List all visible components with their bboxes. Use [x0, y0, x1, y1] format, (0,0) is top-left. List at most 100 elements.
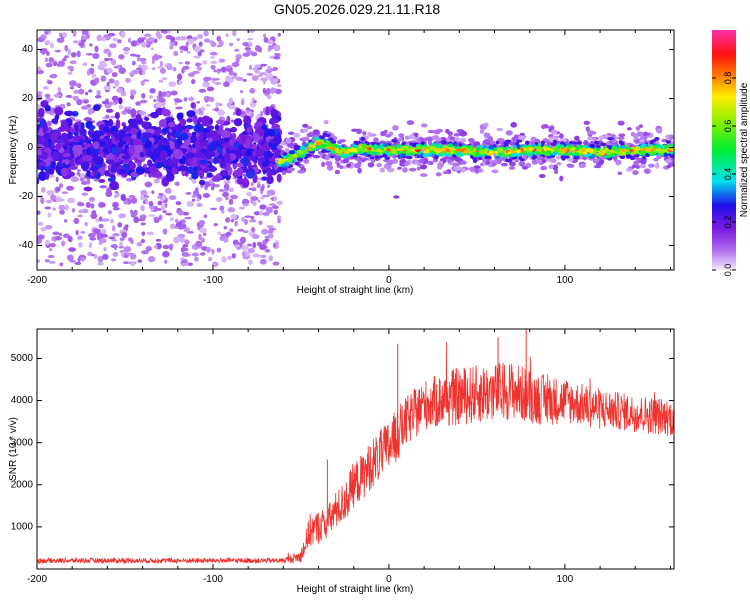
spectrogram-point [644, 132, 651, 136]
spectrogram-point [607, 137, 614, 141]
spectrogram-point [96, 262, 105, 266]
spectrogram-point [654, 136, 660, 141]
spectrogram-point [491, 161, 496, 167]
spectrogram-point [540, 140, 546, 145]
colorbar-tick-label: 0.4 [723, 168, 733, 181]
snr-y-ticks: 1000 2000 3000 4000 5000 [11, 353, 674, 533]
spectrogram-point [92, 53, 100, 59]
spectrogram-point [223, 81, 230, 88]
spectrogram-point [77, 235, 83, 240]
spectrogram-point [324, 155, 330, 161]
spectrogram-point [267, 230, 274, 234]
spectrogram-point [174, 218, 179, 223]
spectrogram-point [379, 167, 386, 173]
spectrogram-point [540, 165, 548, 171]
spectrogram-point [407, 134, 416, 140]
spectrogram-point [572, 141, 578, 145]
spectrogram-y-axis-label: Frequency (Hz) [8, 116, 19, 185]
spectrogram-point [268, 227, 277, 231]
spectrogram-point [52, 207, 56, 211]
spectrogram-point [565, 152, 573, 156]
spectrogram-point [288, 167, 295, 172]
spectrogram-point [334, 169, 341, 175]
spectrogram-point [314, 136, 319, 141]
spectrogram-point [41, 51, 46, 55]
spectrogram-point [214, 81, 222, 86]
spectrogram-point [53, 93, 61, 98]
spectrogram-point [268, 129, 275, 137]
spectrogram-point [206, 172, 213, 178]
colorbar-label: Normalized spectral amplitude [739, 82, 750, 217]
spectrogram-point [93, 254, 98, 260]
spectrogram-point [176, 73, 183, 81]
spectrogram-point [252, 100, 257, 103]
spectrogram-point [610, 152, 617, 156]
spectrogram-point [223, 183, 230, 190]
spectrogram-point [104, 170, 110, 177]
spectrogram-point [248, 64, 253, 71]
spectrogram-point [105, 159, 115, 165]
spectrogram-point [397, 137, 403, 142]
spectrogram-point [40, 197, 45, 204]
spectrogram-point [39, 118, 47, 127]
spectrogram-point [666, 164, 671, 169]
spectrogram-point [129, 155, 136, 161]
spectrogram-point [615, 161, 620, 166]
spectrogram-point [343, 150, 350, 154]
spectrogram-point [236, 177, 244, 185]
spectrogram-point [630, 146, 636, 150]
spectrogram-point [215, 101, 220, 108]
spectrogram-point [620, 148, 627, 153]
spectrogram-point [170, 36, 176, 43]
spectrogram-point [147, 159, 153, 167]
spectrogram-point [449, 136, 455, 141]
spectrogram-point [240, 99, 245, 106]
spectrogram-point [282, 152, 288, 156]
spectrogram-point [83, 99, 89, 104]
spectrogram-point [202, 60, 208, 65]
spectrogram-point [213, 174, 223, 180]
spectrogram-point [277, 162, 283, 167]
snr-plot-area [37, 329, 674, 569]
spectrogram-point [180, 262, 189, 267]
spectrogram-point [234, 220, 238, 224]
spectrogram-point [89, 236, 97, 241]
spectrogram-point [276, 169, 283, 173]
spectrogram-point [98, 178, 106, 184]
spectrogram-point [180, 246, 185, 253]
spectrogram-point [401, 141, 406, 146]
spectrogram-point [201, 115, 211, 125]
spectrogram-point [414, 160, 419, 165]
spectrogram-point [268, 203, 276, 206]
spectrogram-point [57, 162, 62, 168]
spectrogram-point [64, 159, 70, 165]
spectrogram-point [178, 237, 186, 243]
spectrogram-point [438, 144, 444, 148]
spectrogram-point [233, 118, 243, 127]
spectrogram-point [329, 155, 335, 159]
spectrogram-point [109, 180, 120, 191]
spectrogram-point [199, 227, 207, 234]
spectrogram-point [191, 131, 197, 137]
spectrogram-point [81, 192, 89, 196]
spectrogram-point [168, 121, 176, 128]
spectrogram-point [263, 33, 267, 38]
spectrogram-point [212, 78, 220, 81]
spectrogram-point [191, 172, 199, 180]
spectrogram-point [331, 150, 336, 155]
spectrogram-point [185, 41, 189, 48]
spectrogram-point [141, 70, 146, 76]
spectrogram-point [564, 155, 570, 159]
spectrogram-point [625, 151, 632, 155]
spectrogram-point [531, 155, 538, 160]
spectrogram-point [68, 165, 79, 170]
spectrogram-point [353, 145, 359, 149]
spectrogram-point [576, 141, 583, 145]
spectrogram-point [60, 167, 69, 177]
spectrogram-point [44, 259, 51, 263]
spectrogram-point [315, 141, 322, 146]
spectrogram-point [186, 38, 195, 45]
spectrogram-point [565, 142, 570, 146]
spectrogram-point [269, 55, 275, 59]
spectrogram-point [59, 262, 64, 267]
